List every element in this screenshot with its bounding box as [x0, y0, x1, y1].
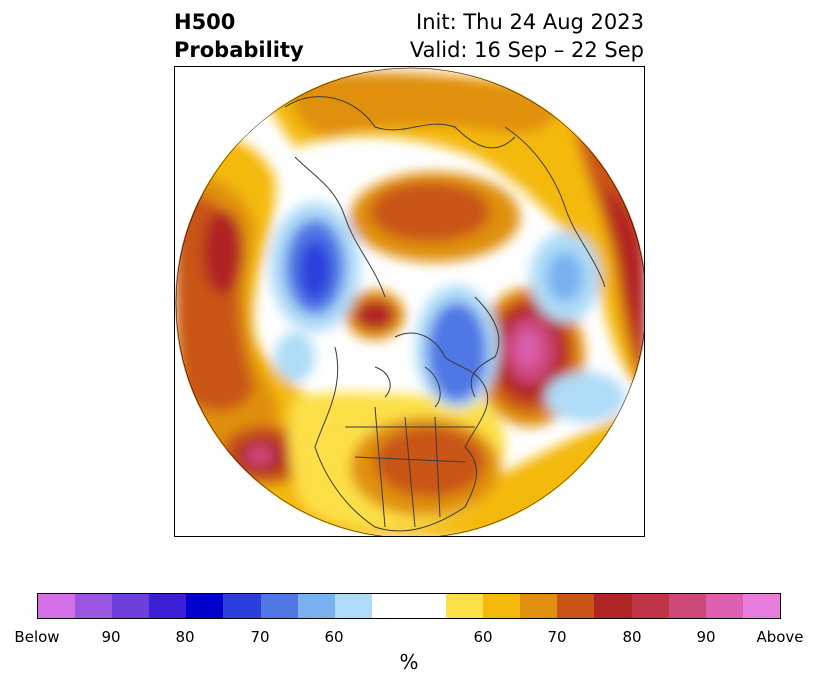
below-europe-strong	[299, 240, 331, 300]
hemisphere-disk	[175, 67, 644, 536]
colorbar-swatch	[334, 594, 372, 618]
below-asia-mid	[547, 252, 583, 302]
colorbar-swatch	[594, 594, 632, 618]
us-borders	[345, 406, 475, 528]
colorbar-swatch	[149, 594, 187, 618]
colorbar-swatch	[446, 594, 484, 618]
probability-map	[175, 67, 644, 536]
colorbar-tick-label: 70	[547, 628, 567, 646]
colorbar-unit: %	[399, 650, 419, 674]
colorbar-swatch	[557, 594, 595, 618]
colorbar-tick-label: 80	[175, 628, 195, 646]
above-north-band	[291, 72, 557, 137]
coastlines	[284, 96, 626, 532]
colorbar-swatch	[75, 594, 113, 618]
colorbar-tick-label: 90	[101, 628, 121, 646]
probability-fields	[175, 72, 644, 536]
colorbar-tick-label: Below	[14, 628, 60, 646]
colorbar-swatch	[186, 594, 224, 618]
above-russia-high	[370, 182, 490, 242]
title-variable: H500	[174, 10, 236, 34]
below-pacific-weak	[545, 372, 625, 422]
below-atlantic-weak	[275, 332, 315, 382]
colorbar-swatch	[483, 594, 521, 618]
title-product: Probability	[174, 38, 304, 62]
below-arctic-mid	[427, 302, 487, 402]
north-america-coast	[314, 346, 489, 532]
valid-range: Valid: 16 Sep – 22 Sep	[409, 38, 644, 62]
colorbar-swatch	[705, 594, 743, 618]
colorbar-swatch	[520, 594, 558, 618]
colorbar-tick-label: Above	[756, 628, 804, 646]
above-na-high	[375, 427, 485, 497]
colorbar-tick-label: 60	[324, 628, 344, 646]
colorbar-swatch	[668, 594, 706, 618]
colorbar-tick-label: 80	[622, 628, 642, 646]
map-panel	[174, 66, 645, 537]
colorbar-tick-label: 70	[250, 628, 270, 646]
colorbar-tick-label: 60	[473, 628, 493, 646]
colorbar-tick-label: 90	[696, 628, 716, 646]
alaska-coast	[470, 296, 500, 398]
arctic-islands	[374, 332, 446, 408]
colorbar-swatch	[631, 594, 669, 618]
colorbar-swatch	[742, 594, 780, 618]
colorbar-swatch	[297, 594, 335, 618]
above-ring-north	[255, 73, 644, 397]
init-date: Init: Thu 24 Aug 2023	[416, 10, 644, 34]
colorbar-swatch	[408, 594, 447, 618]
above-pacific-top	[516, 331, 540, 367]
above-arctic-high	[355, 300, 395, 330]
title-left: H500 Probability	[174, 8, 304, 64]
europe-coast	[284, 96, 516, 298]
colorbar-swatch	[38, 594, 76, 618]
above-east-core	[605, 187, 644, 367]
colorbar-swatch	[371, 594, 409, 618]
hemisphere-edge	[175, 67, 644, 536]
colorbar	[37, 593, 781, 619]
colorbar-swatch	[260, 594, 298, 618]
title-right: Init: Thu 24 Aug 2023 Valid: 16 Sep – 22…	[410, 8, 644, 64]
colorbar-swatch	[223, 594, 261, 618]
colorbar-swatch	[112, 594, 150, 618]
above-southwest-peak	[246, 445, 274, 465]
above-west-core	[203, 210, 243, 294]
